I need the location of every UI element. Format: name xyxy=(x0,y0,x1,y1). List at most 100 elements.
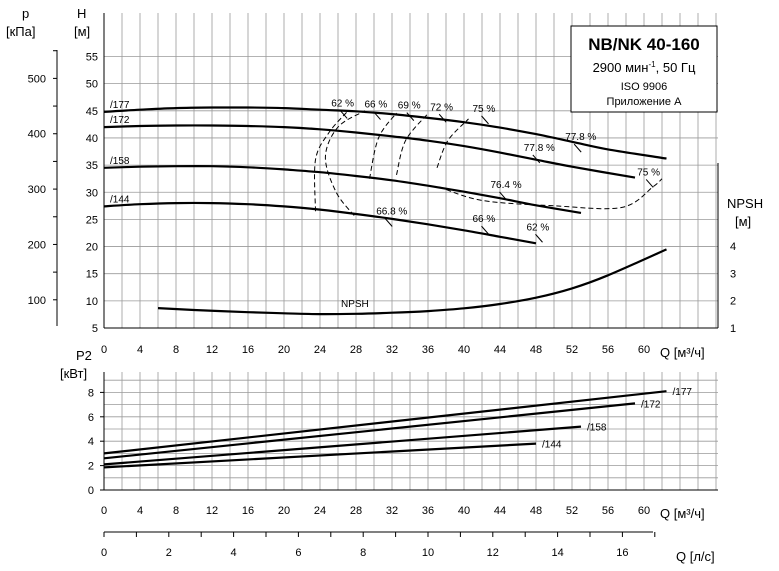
efficiency-label: 72 % xyxy=(430,102,453,113)
efficiency-label: 69 % xyxy=(398,101,421,112)
efficiency-marker xyxy=(406,112,415,121)
power-curve-177 xyxy=(103,390,667,455)
q-tick-label: 24 xyxy=(314,344,326,356)
q-tick-label: 16 xyxy=(242,344,254,356)
efficiency-label: 66.8 % xyxy=(376,207,407,218)
head-curve-144 xyxy=(103,201,537,245)
q-tick-label: 56 xyxy=(602,344,614,356)
q-tick-label: 20 xyxy=(278,505,290,517)
q-tick-label: 40 xyxy=(458,505,470,517)
npsh-tick-label: 1 xyxy=(730,323,736,335)
h-tick-label: 55 xyxy=(86,52,98,64)
head-curve-label: /172 xyxy=(110,115,130,126)
npsh-curve xyxy=(157,248,667,316)
power-curve-172 xyxy=(103,402,636,460)
q-tick-label: 36 xyxy=(422,344,434,356)
efficiency-label: 62 % xyxy=(527,222,550,233)
q-tick-label: 28 xyxy=(350,344,362,356)
ls-tick-label: 12 xyxy=(487,547,499,559)
q-tick-label: 32 xyxy=(386,344,398,356)
efficiency-label: 77.8 % xyxy=(565,132,596,143)
lower-grid xyxy=(103,372,718,491)
q-tick-label: 4 xyxy=(137,344,143,356)
upper-tick-labels: 1002003004005005101520253035404550551234… xyxy=(28,52,736,357)
head-curve-158 xyxy=(103,164,582,214)
h-tick-label: 30 xyxy=(86,187,98,199)
p2-tick-label: 4 xyxy=(88,436,94,448)
p-tick-label: 500 xyxy=(28,73,46,85)
efficiency-label: 62 % xyxy=(331,98,354,109)
head-curve-172 xyxy=(103,124,636,179)
efficiency-labels: 62 % 66 % 69 % 72 % 75 % 77.8 % 77.8 % 75 % 76.4… xyxy=(331,98,660,243)
h-tick-label: 5 xyxy=(92,323,98,335)
ls-tick-label: 0 xyxy=(101,547,107,559)
q-tick-label: 28 xyxy=(350,505,362,517)
efficiency-label: 75 % xyxy=(473,104,496,115)
power-curve-label: /177 xyxy=(673,387,693,398)
ls-tick-label: 8 xyxy=(360,547,366,559)
q-tick-label: 56 xyxy=(602,505,614,517)
q-tick-label: 24 xyxy=(314,505,326,517)
q-axis-title-top: Q [м³/ч] xyxy=(660,345,705,360)
p-tick-label: 100 xyxy=(28,295,46,307)
standard-line: ISO 9906 xyxy=(621,81,667,93)
h-tick-label: 20 xyxy=(86,242,98,254)
q-tick-label: 4 xyxy=(137,505,143,517)
q-tick-label: 0 xyxy=(101,505,107,517)
q-tick-label: 52 xyxy=(566,344,578,356)
p2-tick-label: 0 xyxy=(88,485,94,497)
q-ls-axis-title: Q [л/с] xyxy=(676,549,715,564)
npsh-curve-label: NPSH xyxy=(341,299,369,310)
efficiency-label: 77.8 % xyxy=(524,143,555,154)
ls-tick-label: 2 xyxy=(166,547,172,559)
efficiency-marker xyxy=(532,154,541,164)
title-box: NB/NK 40-160 2900 мин-1, 50 Гц ISO 9906 … xyxy=(570,25,718,113)
p-tick-label: 400 xyxy=(28,129,46,141)
head-curve-label: /158 xyxy=(110,156,130,167)
power-curve-144 xyxy=(103,442,537,469)
q-tick-label: 60 xyxy=(638,344,650,356)
q-tick-label: 60 xyxy=(638,505,650,517)
efficiency-label: 76.4 % xyxy=(491,180,522,191)
efficiency-isoline xyxy=(314,111,348,212)
q-tick-label: 44 xyxy=(494,505,506,517)
head-curve-label: /144 xyxy=(110,194,130,205)
ls-tick-label: 6 xyxy=(295,547,301,559)
npsh-axis-unit: [м] xyxy=(735,214,751,229)
efficiency-marker xyxy=(481,225,489,235)
q-tick-label: 48 xyxy=(530,344,542,356)
p-axis-unit: [кПа] xyxy=(6,24,36,39)
q-tick-label: 12 xyxy=(206,344,218,356)
q-tick-label: 20 xyxy=(278,344,290,356)
power-curve-label: /144 xyxy=(542,440,562,451)
q-tick-label: 52 xyxy=(566,505,578,517)
efficiency-isoline xyxy=(396,113,429,176)
head-curve-label: /177 xyxy=(110,100,130,111)
npsh-tick-label: 3 xyxy=(730,268,736,280)
h-tick-label: 35 xyxy=(86,160,98,172)
q-tick-label: 40 xyxy=(458,344,470,356)
efficiency-label: 66 % xyxy=(365,100,388,111)
q-tick-label: 12 xyxy=(206,505,218,517)
npsh-tick-label: 4 xyxy=(730,241,736,253)
p2-tick-label: 6 xyxy=(88,412,94,424)
efficiency-marker xyxy=(535,233,543,243)
ls-tick-label: 16 xyxy=(616,547,628,559)
p2-tick-label: 2 xyxy=(88,461,94,473)
efficiency-marker xyxy=(384,218,393,227)
power-curve-158 xyxy=(103,425,582,466)
q-tick-label: 32 xyxy=(386,505,398,517)
q-axis-title-bottom: Q [м³/ч] xyxy=(660,506,705,521)
p-tick-label: 300 xyxy=(28,184,46,196)
ls-tick-label: 4 xyxy=(231,547,237,559)
q-tick-label: 44 xyxy=(494,344,506,356)
q-tick-label: 48 xyxy=(530,505,542,517)
p2-axis-unit: [кВт] xyxy=(60,366,87,381)
efficiency-label: 75 % xyxy=(637,167,660,178)
power-curves: /177/172/158/144 xyxy=(103,387,693,469)
annex-line: Приложение А xyxy=(607,96,683,108)
p-axis-title: p xyxy=(22,6,29,21)
q-tick-label: 36 xyxy=(422,505,434,517)
